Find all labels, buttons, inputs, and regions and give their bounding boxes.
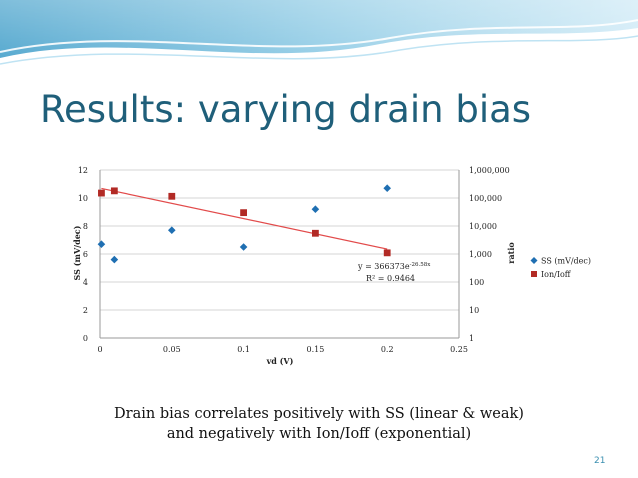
header-decoration xyxy=(0,0,638,78)
y2-tick-label: 10 xyxy=(469,306,479,315)
x-axis-label: vd (V) xyxy=(266,356,294,366)
ss-point xyxy=(239,243,248,251)
trendline-ion-ioff xyxy=(101,187,388,250)
y-tick-label: 0 xyxy=(83,334,88,343)
trendline-equation: y = 366373e-26.58x R² = 0.9464 xyxy=(357,262,431,283)
gridlines xyxy=(100,169,459,339)
trendline-group xyxy=(101,187,388,250)
legend-label-ratio: Ion/Ioff xyxy=(541,270,572,279)
equation-exponent: -26.58x xyxy=(410,262,432,268)
y-tick-label: 2 xyxy=(83,306,88,315)
ratio-point xyxy=(240,209,247,217)
y2-tick-label: 1,000,000 xyxy=(469,166,510,175)
axes xyxy=(99,170,460,339)
ss-point xyxy=(110,255,119,264)
y2-tick-label: 1 xyxy=(469,334,474,343)
y-tick-label: 6 xyxy=(83,250,88,259)
caption-line-2: and negatively with Ion/Ioff (exponentia… xyxy=(166,426,472,442)
ss-point xyxy=(168,226,176,234)
ratio-point xyxy=(312,229,319,237)
y-tick-label: 10 xyxy=(78,194,88,203)
x-tick-label: 0.05 xyxy=(163,345,181,354)
x-tick-label: 0 xyxy=(97,345,102,354)
legend-item-ss: SS (mV/dec) xyxy=(530,257,591,266)
legend-label-ss: SS (mV/dec) xyxy=(541,257,591,266)
slide-caption: Drain bias correlates positively with SS… xyxy=(0,404,638,444)
slide-title: Results: varying drain bias xyxy=(40,88,532,131)
ratio-point xyxy=(110,187,118,195)
page-number: 21 xyxy=(594,456,606,466)
ratio-point xyxy=(98,189,105,197)
y-tick-label: 4 xyxy=(83,278,88,287)
x-tick-label: 0.2 xyxy=(381,345,394,354)
caption-line-1: Drain bias correlates positively with SS… xyxy=(114,406,524,422)
ratio-point xyxy=(383,249,391,257)
scatter-chart: 0 2 4 6 8 10 12 1 10 100 1,000 10,000 100,000 1,000,0… xyxy=(72,166,591,366)
y2-tick-label: 1,000 xyxy=(469,250,492,259)
r-squared-text: R² = 0.9464 xyxy=(366,274,415,283)
equation-text: y = 366373e-26.58x xyxy=(357,262,431,271)
y-tick-label: 12 xyxy=(78,166,88,175)
ratio-point xyxy=(168,192,176,200)
ss-point xyxy=(311,205,320,213)
y2-axis-label: ratio xyxy=(506,242,516,264)
equation-base: y = 366373e xyxy=(357,262,410,271)
data-marks xyxy=(97,184,391,264)
y2-tick-label: 10,000 xyxy=(469,222,497,231)
header-wave-graphic xyxy=(0,0,638,78)
x-tick-label: 0.25 xyxy=(450,345,468,354)
ss-point xyxy=(383,184,391,192)
legend-item-ratio: Ion/Ioff xyxy=(531,270,572,279)
legend: SS (mV/dec) Ion/Ioff xyxy=(530,257,591,279)
ss-point xyxy=(97,240,106,248)
x-tick-label: 0.1 xyxy=(237,345,250,354)
y2-tick-label: 100 xyxy=(469,278,484,287)
tick-labels: 0 2 4 6 8 10 12 1 10 100 1,000 10,000 100,000 1,000,0… xyxy=(78,166,510,354)
x-tick-label: 0.15 xyxy=(306,345,324,354)
y-axis-label: SS (mV/dec) xyxy=(72,225,82,280)
legend-diamond-icon xyxy=(530,257,538,264)
y2-tick-label: 100,000 xyxy=(469,194,502,203)
y-tick-label: 8 xyxy=(83,222,88,231)
legend-square-icon xyxy=(531,271,537,277)
